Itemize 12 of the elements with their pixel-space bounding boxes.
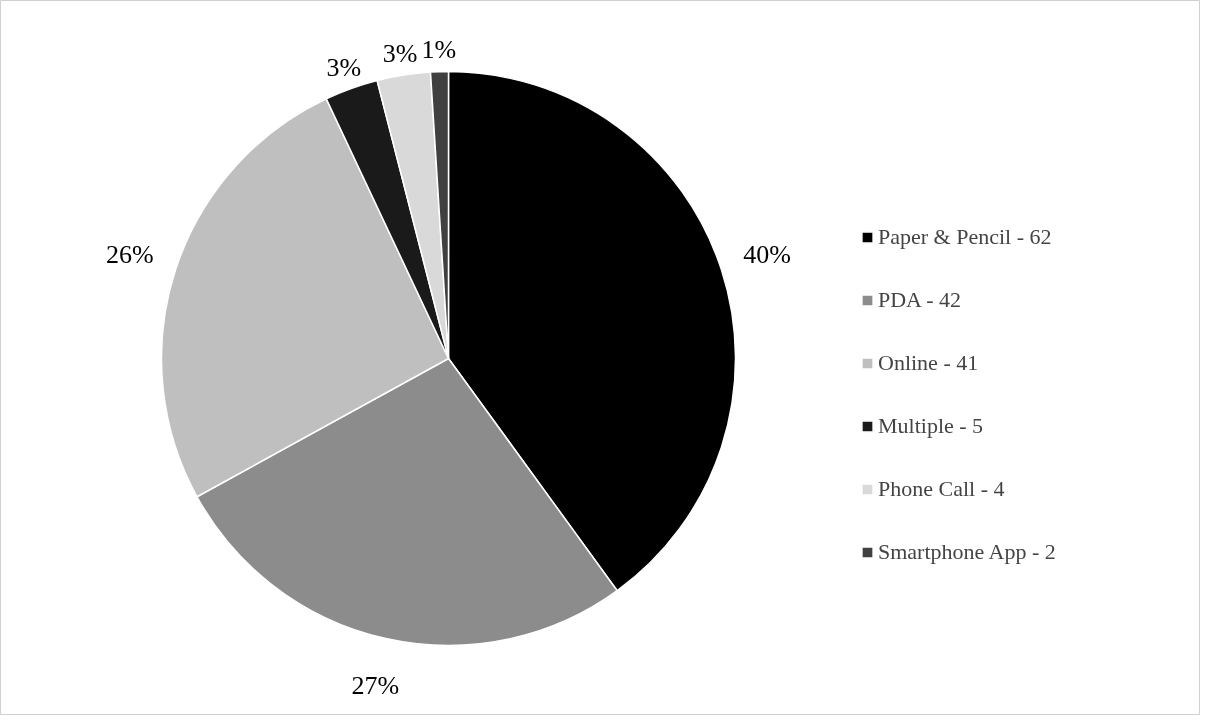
- data-label: 27%: [351, 670, 400, 700]
- data-label: 26%: [106, 240, 154, 270]
- legend-label: Online - 41: [878, 350, 979, 376]
- data-label: 3%: [326, 53, 362, 83]
- legend-label: Smartphone App - 2: [878, 539, 1056, 565]
- data-label: 3%: [382, 38, 418, 68]
- legend-label: Multiple - 5: [878, 413, 984, 439]
- data-label: 40%: [743, 240, 791, 270]
- legend-label: Paper & Pencil - 62: [878, 224, 1052, 250]
- data-label: 1%: [421, 35, 457, 65]
- legend-label: PDA - 42: [878, 287, 962, 313]
- legend-label: Phone Call - 4: [878, 476, 1005, 502]
